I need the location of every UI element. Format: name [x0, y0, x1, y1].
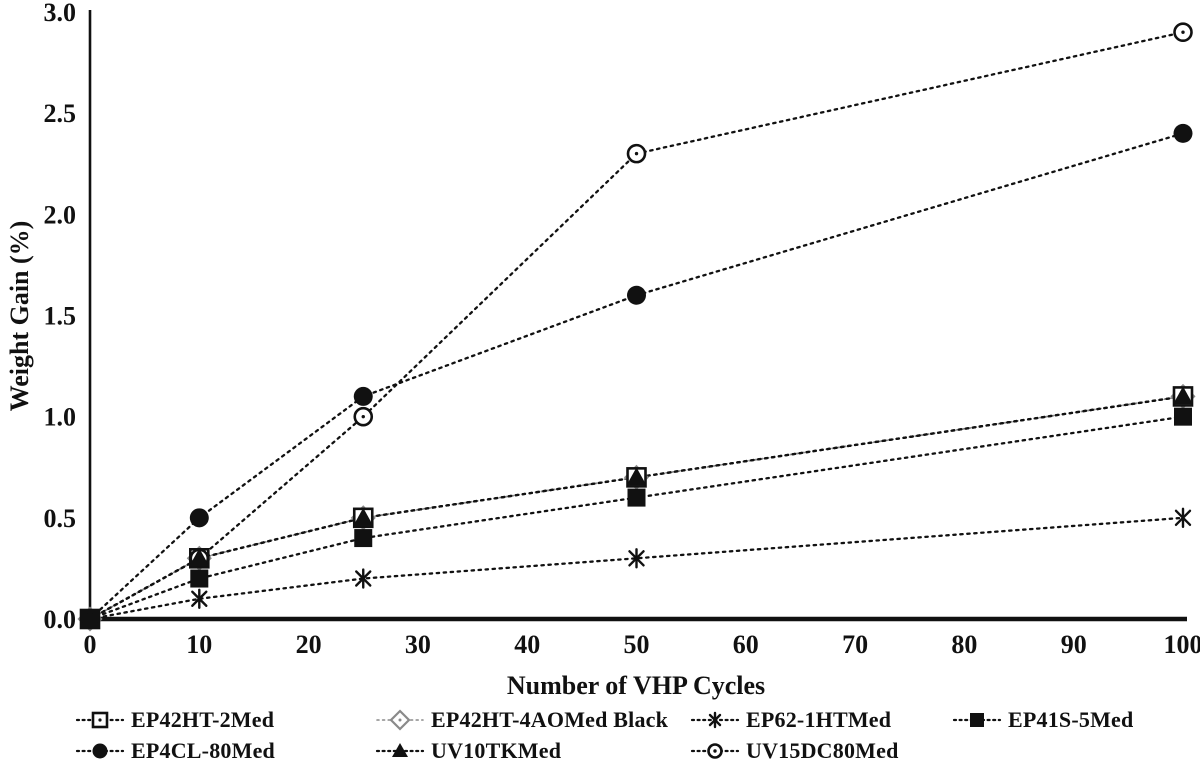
x-tick-label: 50 — [624, 630, 650, 659]
asterisk-icon — [355, 568, 372, 589]
series-line — [88, 415, 1185, 621]
filled-triangle-icon — [392, 742, 408, 757]
filled-circle-icon — [627, 285, 646, 305]
y-tick-label: 1.0 — [44, 403, 77, 432]
legend-item: EP62-1HTMed — [690, 706, 952, 733]
asterisk-icon — [1174, 507, 1192, 529]
filled-triangle-icon — [189, 548, 210, 567]
asterisk-icon — [708, 711, 722, 728]
open-diamond-icon — [389, 708, 411, 731]
filled-square-icon — [354, 529, 373, 548]
legend-marker — [375, 742, 425, 757]
x-axis-title: Number of VHP Cycles — [506, 671, 766, 700]
plot-area: 0.0 0.5 1.0 1.5 2.0 2.5 3.0 0 10 20 30 40 50 60 70 80 90… — [44, 0, 1200, 659]
legend-label: UV10TKMed — [431, 737, 562, 763]
x-tick-label: 10 — [186, 630, 212, 659]
legend-item: EP41S-5Med — [952, 706, 1200, 733]
circle-dot-icon — [1173, 22, 1193, 43]
x-tick-label: 40 — [514, 630, 540, 659]
x-tick-label: 100 — [1164, 630, 1200, 659]
x-tick-label: 70 — [842, 630, 868, 659]
filled-triangle-icon — [80, 609, 100, 627]
filled-square-icon — [1174, 407, 1192, 426]
filled-circle-icon — [353, 386, 373, 406]
x-tick-label: 30 — [405, 630, 431, 659]
y-tick-label: 2.0 — [44, 200, 77, 229]
open-square-icon — [91, 711, 109, 728]
x-tick-label: 90 — [1061, 630, 1087, 659]
legend-item: EP42HT-2Med — [75, 706, 375, 733]
x-tick-label: 0 — [84, 630, 97, 659]
legend-label: EP42HT-2Med — [131, 706, 275, 732]
x-tick-label: 20 — [296, 630, 322, 659]
circle-dot-icon — [353, 406, 374, 427]
legend-label: EP41S-5Med — [1008, 706, 1134, 732]
y-tick-label: 3.0 — [44, 0, 77, 27]
legend-label: UV15DC80Med — [746, 737, 899, 763]
legend-item: UV15DC80Med — [690, 737, 952, 764]
legend-marker — [690, 742, 740, 759]
asterisk-icon — [191, 588, 208, 609]
legend-marker — [952, 712, 1002, 727]
circle-dot-icon — [626, 143, 647, 164]
series-line — [88, 395, 1185, 621]
x-tick-label: 80 — [951, 630, 977, 659]
x-tick-label: 60 — [733, 630, 759, 659]
legend: EP42HT-2Med EP42HT-4AOMed Black EP62-1HTMe… — [0, 706, 1200, 764]
legend-marker — [75, 743, 125, 758]
legend-marker — [75, 711, 125, 728]
asterisk-icon — [628, 548, 645, 569]
series-line — [89, 395, 1184, 620]
filled-square-icon — [970, 712, 984, 727]
filled-circle-icon — [1173, 123, 1193, 143]
y-tick-label: 2.5 — [44, 99, 77, 128]
legend-item: UV10TKMed — [375, 737, 690, 764]
filled-triangle-icon — [626, 467, 647, 486]
filled-triangle-icon — [1173, 386, 1193, 405]
filled-square-icon — [627, 488, 646, 507]
circle-dot-icon — [707, 742, 723, 759]
legend-marker — [376, 708, 424, 731]
y-tick-label: 1.5 — [44, 302, 77, 331]
legend-label: EP62-1HTMed — [746, 706, 892, 732]
filled-triangle-icon — [353, 507, 374, 526]
filled-square-icon — [190, 569, 209, 588]
legend-marker — [690, 711, 740, 728]
legend-item: EP4CL-80Med — [75, 737, 375, 764]
filled-circle-icon — [189, 508, 209, 528]
series-line — [88, 395, 1185, 621]
filled-circle-icon — [92, 743, 108, 758]
series-line — [88, 132, 1185, 621]
legend-label: EP4CL-80Med — [131, 737, 275, 763]
y-tick-label: 0.0 — [44, 605, 77, 634]
y-axis-title: Weight Gain (%) — [5, 220, 34, 412]
legend-label: EP42HT-4AOMed Black — [431, 706, 669, 732]
y-tick-label: 0.5 — [44, 504, 77, 533]
legend-item: EP42HT-4AOMed Black — [375, 706, 690, 733]
